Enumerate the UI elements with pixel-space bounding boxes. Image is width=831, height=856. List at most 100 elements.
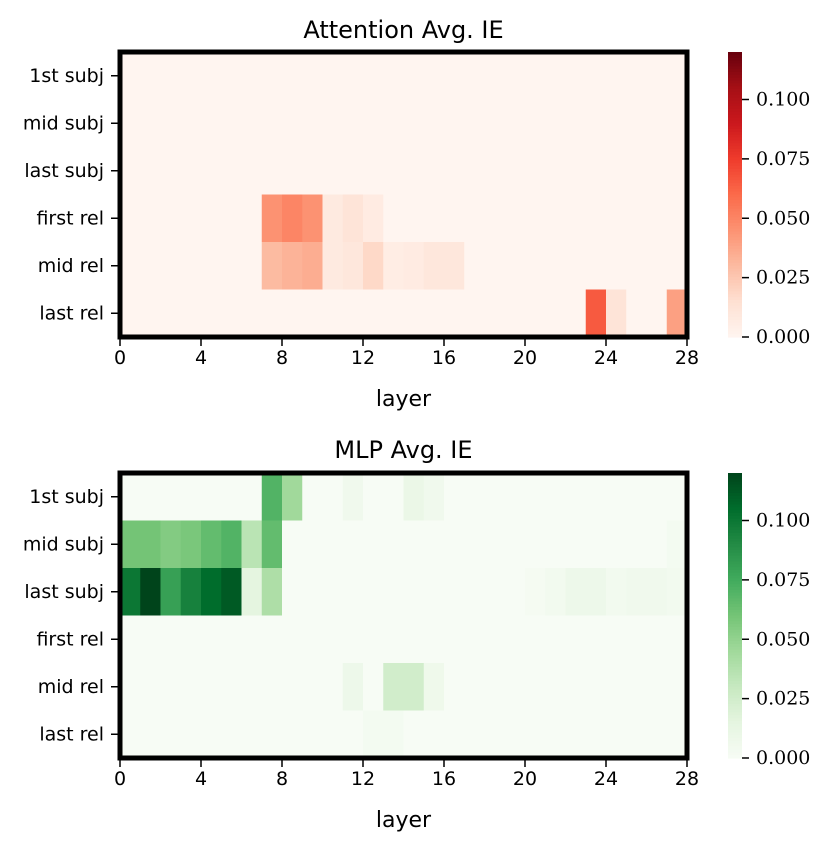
heatmap-cell bbox=[504, 99, 526, 148]
colorbar-segment bbox=[728, 100, 742, 104]
heatmap-cell bbox=[444, 710, 465, 759]
heatmap-cell bbox=[383, 568, 405, 617]
colorbar-segment bbox=[728, 80, 742, 84]
heatmap-cell bbox=[383, 147, 405, 196]
colorbar-segment bbox=[728, 561, 742, 565]
colorbar-segment bbox=[728, 299, 742, 304]
heatmap-cell bbox=[504, 147, 526, 196]
heatmap-cell bbox=[444, 99, 465, 148]
heatmap-cell bbox=[545, 242, 567, 291]
colorbar-segment bbox=[728, 257, 742, 261]
heatmap-cell bbox=[606, 615, 627, 664]
heatmap-cell bbox=[585, 289, 607, 338]
x-tick-label: 16 bbox=[432, 347, 456, 369]
colorbar-segment bbox=[728, 194, 742, 198]
heatmap-cell bbox=[322, 194, 344, 243]
colorbar-segment bbox=[728, 521, 742, 525]
heatmap-cell bbox=[383, 194, 405, 243]
heatmap-cell bbox=[302, 710, 324, 759]
colorbar-segment bbox=[728, 94, 742, 99]
heatmap-cell bbox=[342, 52, 364, 101]
heatmap-cell bbox=[484, 615, 506, 664]
colorbar-tick-label: 0.050 bbox=[756, 628, 810, 650]
heatmap-cell bbox=[201, 99, 222, 148]
heatmap-cell bbox=[666, 615, 688, 664]
colorbar-segment bbox=[728, 166, 742, 170]
heatmap-cell bbox=[282, 710, 303, 759]
heatmap-cell bbox=[423, 520, 445, 569]
colorbar-segment bbox=[728, 512, 742, 517]
heatmap-cell bbox=[282, 568, 303, 617]
heatmap-cell bbox=[484, 710, 506, 759]
heatmap-cell bbox=[302, 663, 324, 712]
heatmap-cell bbox=[423, 194, 445, 243]
colorbar-segment bbox=[728, 66, 742, 70]
heatmap-cell bbox=[363, 99, 384, 148]
heatmap-cell bbox=[666, 663, 688, 712]
heatmap-cell bbox=[282, 242, 303, 291]
heatmap-cell bbox=[201, 473, 222, 522]
heatmap-cell bbox=[120, 473, 141, 522]
colorbar-tick-label: 0.000 bbox=[756, 747, 810, 769]
heatmap-cell bbox=[525, 147, 546, 196]
heatmap-cell bbox=[241, 289, 263, 338]
heatmap-cell bbox=[383, 289, 405, 338]
heatmap-cell bbox=[484, 568, 506, 617]
heatmap-cell bbox=[565, 663, 587, 712]
heatmap-cell bbox=[241, 147, 263, 196]
colorbar-segment bbox=[728, 282, 742, 287]
heatmap-cell bbox=[565, 147, 587, 196]
heatmap-cell bbox=[545, 99, 567, 148]
colorbar-segment bbox=[728, 507, 742, 511]
heatmap-cell bbox=[464, 520, 486, 569]
heatmap-cell bbox=[606, 473, 627, 522]
colorbar-segment bbox=[728, 63, 742, 67]
heatmap-cell bbox=[565, 289, 587, 338]
heatmap-cell bbox=[302, 147, 324, 196]
colorbar-segment bbox=[728, 683, 742, 688]
colorbar-segment bbox=[728, 735, 742, 739]
heatmap-cell bbox=[322, 242, 344, 291]
heatmap-cell bbox=[120, 289, 141, 338]
heatmap-cell bbox=[646, 99, 668, 148]
colorbar-segment bbox=[728, 641, 742, 645]
colorbar-segment bbox=[728, 669, 742, 674]
colorbar-segment bbox=[728, 334, 742, 338]
colorbar-segment bbox=[728, 57, 742, 62]
colorbar-segment bbox=[728, 308, 742, 312]
heatmap-cell bbox=[504, 615, 526, 664]
colorbar-segment bbox=[728, 214, 742, 218]
heatmap-cell bbox=[606, 289, 627, 338]
x-axis-label: layer bbox=[376, 387, 432, 412]
colorbar-segment bbox=[728, 581, 742, 585]
colorbar-segment bbox=[728, 527, 742, 531]
heatmap-cell bbox=[342, 194, 364, 243]
heatmap-cell bbox=[180, 473, 202, 522]
heatmap-cell bbox=[261, 242, 283, 291]
colorbar-segment bbox=[728, 183, 742, 187]
colorbar-segment bbox=[728, 280, 742, 284]
colorbar-segment bbox=[728, 718, 742, 722]
colorbar-segment bbox=[728, 501, 742, 505]
colorbar-segment bbox=[728, 168, 742, 173]
colorbar-segment bbox=[728, 91, 742, 96]
colorbar-segment bbox=[728, 131, 742, 136]
heatmap-cell bbox=[120, 615, 141, 664]
heatmap-cells bbox=[120, 473, 688, 759]
heatmap-cell bbox=[606, 520, 627, 569]
heatmap-cell bbox=[221, 52, 243, 101]
heatmap-cell bbox=[363, 520, 384, 569]
colorbar-segment bbox=[728, 200, 742, 204]
heatmap-cell bbox=[201, 147, 222, 196]
colorbar-segment bbox=[728, 197, 742, 201]
heatmap-cell bbox=[363, 147, 384, 196]
colorbar-tick-label: 0.100 bbox=[756, 510, 810, 532]
heatmap-cell bbox=[180, 242, 202, 291]
heatmap-cell bbox=[403, 710, 425, 759]
colorbar-segment bbox=[728, 143, 742, 147]
colorbar-segment bbox=[728, 171, 742, 176]
heatmap-cell bbox=[140, 99, 162, 148]
heatmap-cell bbox=[646, 663, 668, 712]
heatmap-cell bbox=[261, 147, 283, 196]
